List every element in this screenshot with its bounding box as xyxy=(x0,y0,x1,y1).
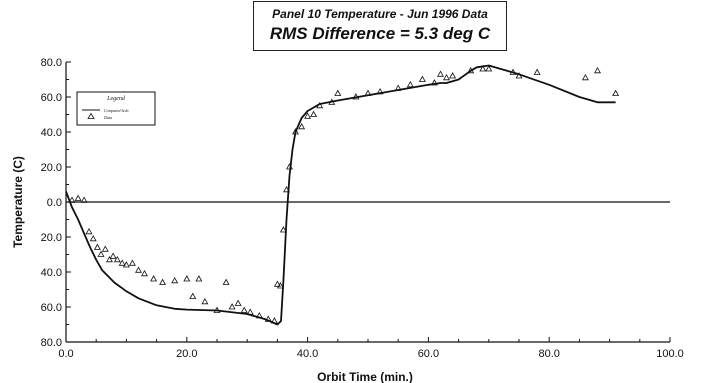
data-point-marker xyxy=(509,68,517,75)
data-point-marker xyxy=(594,66,601,74)
legend: Legend Computed Soln Data xyxy=(76,91,156,126)
y-tick-label: 0.0 xyxy=(47,197,62,209)
data-point-marker xyxy=(183,275,191,282)
y-tick-label: 80.0 xyxy=(41,57,62,69)
data-point-marker xyxy=(485,65,493,72)
data-point-marker xyxy=(364,89,372,96)
data-point-marker xyxy=(437,70,444,77)
x-tick-label: 100.0 xyxy=(656,348,684,360)
data-point-marker xyxy=(159,278,167,285)
data-point-marker xyxy=(515,72,523,79)
data-point-marker xyxy=(279,226,287,233)
x-tick-label: 40.0 xyxy=(297,348,318,360)
data-point-marker xyxy=(106,255,113,263)
chart-plot-area xyxy=(65,64,620,326)
data-point-marker xyxy=(334,89,342,96)
data-point-marker xyxy=(264,315,272,322)
data-point-marker xyxy=(201,297,209,305)
data-point-marker xyxy=(150,275,158,282)
data-point-marker xyxy=(376,87,384,95)
legend-entry-data: Data xyxy=(103,115,112,120)
data-point-marker xyxy=(109,252,117,259)
data-point-marker xyxy=(406,80,414,88)
data-point-marker xyxy=(74,194,82,201)
data-point-marker xyxy=(128,259,136,266)
data-point-marker xyxy=(612,89,620,96)
data-point-marker xyxy=(273,280,281,287)
data-point-marker xyxy=(467,66,475,74)
data-point-marker xyxy=(195,275,203,282)
data-point-marker xyxy=(581,73,589,81)
data-point-marker xyxy=(101,245,109,252)
data-point-marker xyxy=(316,101,324,109)
data-point-marker xyxy=(443,73,450,81)
data-point-marker xyxy=(310,110,318,117)
data-point-marker xyxy=(118,259,126,266)
y-tick-label: 80.0 xyxy=(41,337,62,349)
data-point-marker xyxy=(80,196,88,203)
legend-box xyxy=(76,91,156,126)
data-point-marker xyxy=(283,185,290,193)
data-point-marker xyxy=(234,299,242,306)
data-point-marker xyxy=(418,75,426,82)
data-point-marker xyxy=(135,266,142,273)
y-tick-label: 60.0 xyxy=(41,92,62,104)
y-tick-label: 20.0 xyxy=(41,232,62,244)
data-point-marker xyxy=(328,98,336,105)
y-tick-label: 40.0 xyxy=(41,127,62,139)
data-point-marker xyxy=(430,79,438,86)
data-point-marker xyxy=(141,269,148,277)
y-axis-label: Temperature (C) xyxy=(11,156,25,248)
data-point-marker xyxy=(479,65,487,72)
data-point-marker xyxy=(292,128,299,135)
chart-title-box: Panel 10 Temperature - Jun 1996 Data RMS… xyxy=(253,1,507,51)
data-point-marker xyxy=(255,311,263,319)
data-point-marker xyxy=(304,112,312,119)
chart-ticks: 80.060.040.020.00.020.040.060.080.00.0 20… xyxy=(41,57,684,360)
x-axis-label: Orbit Time (min.) xyxy=(317,370,413,383)
y-tick-label: 60.0 xyxy=(41,302,62,314)
data-point-marker xyxy=(189,292,197,299)
data-point-marker xyxy=(122,261,130,268)
legend-entry-computed: Computed Soln xyxy=(104,108,129,113)
data-point-marker xyxy=(68,196,76,203)
x-tick-label: 60.0 xyxy=(418,348,439,360)
legend-marker-swatch xyxy=(87,112,95,119)
data-point-marker xyxy=(394,84,402,91)
data-point-marker xyxy=(93,243,101,250)
x-tick-label: 0.0 xyxy=(58,348,73,360)
chart-subtitle: RMS Difference = 5.3 deg C xyxy=(269,24,491,43)
data-point-marker xyxy=(276,282,284,289)
chart-title: Panel 10 Temperature - Jun 1996 Data xyxy=(272,7,488,21)
chart-axes xyxy=(65,62,670,343)
y-tick-label: 40.0 xyxy=(41,267,62,279)
data-point-marker xyxy=(240,306,248,313)
data-point-marker xyxy=(270,317,278,324)
data-point-marker xyxy=(97,250,105,257)
data-point-marker xyxy=(246,308,254,315)
data-point-marker xyxy=(213,306,221,313)
data-point-marker xyxy=(171,276,179,284)
data-point-marker xyxy=(228,303,236,310)
legend-title: Legend xyxy=(106,96,126,102)
y-tick-label: 20.0 xyxy=(41,162,62,174)
data-point-marker xyxy=(533,68,541,75)
data-point-marker xyxy=(449,72,457,79)
data-point-marker xyxy=(298,122,306,130)
x-tick-label: 80.0 xyxy=(538,348,559,360)
data-point-marker xyxy=(222,278,230,285)
data-point-marker xyxy=(286,163,293,170)
data-point-marker xyxy=(89,234,97,242)
data-point-marker xyxy=(352,93,360,100)
x-tick-label: 20.0 xyxy=(176,348,197,360)
data-point-marker xyxy=(85,227,93,235)
data-point-marker xyxy=(113,255,121,263)
